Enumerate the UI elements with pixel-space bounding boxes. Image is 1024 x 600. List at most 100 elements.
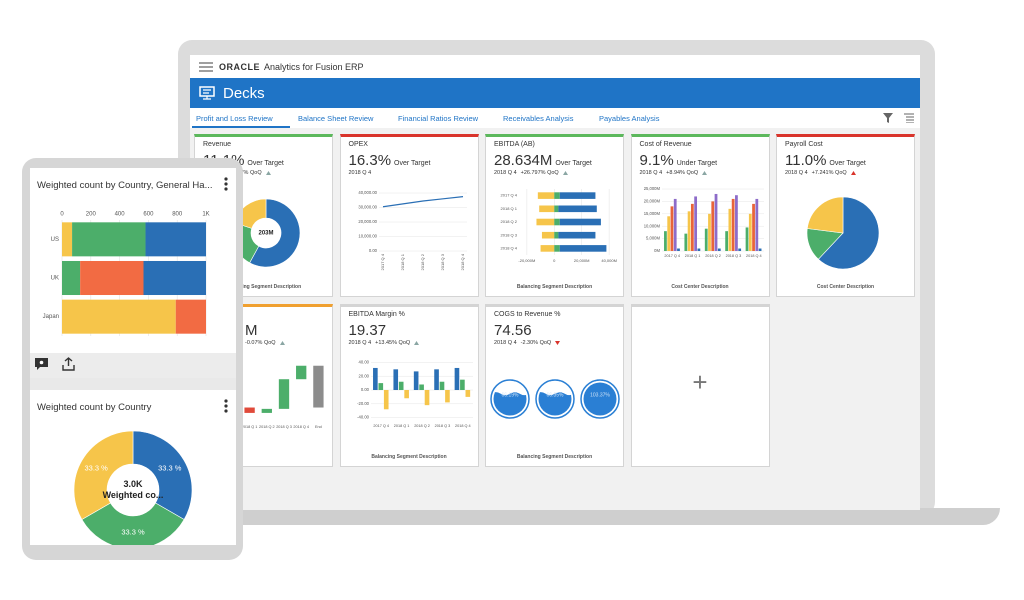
bar xyxy=(539,205,555,213)
period: 2018 Q 4 xyxy=(785,170,808,176)
bar xyxy=(731,198,735,251)
category-label: 2018 Q 2 xyxy=(501,219,518,224)
category-label: 2017 Q 4 xyxy=(501,193,518,198)
kpi-row: 11.0% Over Target xyxy=(785,152,866,169)
bar xyxy=(439,381,444,390)
x-tick-label: End xyxy=(315,425,322,429)
bar xyxy=(559,192,596,199)
arrow xyxy=(702,171,708,175)
mini-chart: 66.19% 66.35% 103.37% xyxy=(490,379,620,419)
card-title: Weighted count by Country xyxy=(37,402,152,413)
bar xyxy=(554,245,560,252)
tablet-card: Weighted count by Country 33.3 % 33.3 % 33… xyxy=(30,390,236,545)
bar xyxy=(728,208,731,251)
bar xyxy=(372,367,378,390)
x-tick-label: 2017 Q 4 xyxy=(380,253,385,270)
bar xyxy=(554,205,559,213)
card-title: Cost of Revenue xyxy=(639,141,692,148)
period: 2018 Q 4 xyxy=(494,340,517,346)
meta-row: 2018 Q 4 +7.241% QoQ xyxy=(785,170,856,176)
card-title: Weighted count by Country, General Ha... xyxy=(37,180,213,191)
kpi-row: M xyxy=(245,322,258,339)
category-label: Japan xyxy=(43,314,59,320)
bar xyxy=(392,369,398,390)
kpi-row: 74.56 xyxy=(494,322,532,339)
list-icon[interactable] xyxy=(904,113,914,123)
bar xyxy=(690,203,694,251)
trend-arrow xyxy=(279,341,285,345)
x-tick-label: 2017 Q 4 xyxy=(373,424,389,428)
kpi-value: 11.0% xyxy=(785,152,827,169)
add-card: + xyxy=(692,367,708,397)
center-label: 203M xyxy=(258,231,273,237)
y-tick-label: 25,000M xyxy=(643,186,660,191)
bar xyxy=(734,195,738,251)
bar xyxy=(465,390,470,397)
tab[interactable]: Receivables Analysis xyxy=(503,114,574,123)
category-label: US xyxy=(51,237,59,243)
comment-icon[interactable] xyxy=(35,358,48,371)
kpi-status: Under Target xyxy=(676,160,718,167)
tab[interactable]: Profit and Loss Review xyxy=(196,114,273,123)
tab[interactable]: Payables Analysis xyxy=(599,114,660,123)
bar xyxy=(418,384,424,390)
y-tick-label: -20.00 xyxy=(357,401,370,406)
card[interactable]: + xyxy=(630,304,770,467)
x-tick-label: 2018 Q 4 xyxy=(454,424,470,428)
bar xyxy=(72,222,146,257)
bar xyxy=(745,227,748,251)
slice xyxy=(817,196,880,270)
period: 2018 Q 4 xyxy=(494,170,517,176)
bar xyxy=(413,371,418,390)
trend-arrow xyxy=(562,171,568,175)
share-icon[interactable] xyxy=(62,357,75,371)
slice xyxy=(806,196,844,234)
data-label: 33.3 % xyxy=(121,527,145,536)
kpi-status: Over Target xyxy=(555,160,592,167)
kpi-status: Over Target xyxy=(394,160,431,167)
card-footer: Balancing Segment Description xyxy=(516,454,593,460)
menu-icon[interactable] xyxy=(199,61,213,72)
bar xyxy=(751,203,755,251)
x-tick-label: 20,000M xyxy=(574,258,590,263)
kpi-row: 9.1% Under Target xyxy=(640,152,718,169)
filter-icon[interactable] xyxy=(883,113,893,123)
tab-bar: Profit and Loss Review Balance Sheet Revi… xyxy=(190,108,920,128)
y-tick-label: 10,000M xyxy=(643,223,660,228)
bar xyxy=(383,390,389,410)
kpi-status: Over Target xyxy=(247,160,284,167)
top-bar: ORACLE Analytics for Fusion ERP xyxy=(190,55,920,78)
tablet-chart: 0 200 400 600 800 1K US UK Japan xyxy=(43,212,210,336)
x-tick-label: 600 xyxy=(143,212,154,218)
tab[interactable]: Financial Ratios Review xyxy=(398,114,479,123)
x-tick-label: 2018 Q 1 xyxy=(242,425,258,429)
card-title: Revenue xyxy=(203,141,232,148)
y-tick-label: 15,000M xyxy=(643,211,660,216)
category-label: UK xyxy=(51,276,59,282)
bar xyxy=(554,231,559,239)
bar xyxy=(683,233,687,251)
bar xyxy=(717,248,721,251)
tab[interactable]: Balance Sheet Review xyxy=(298,114,374,123)
kebab-menu[interactable] xyxy=(224,177,228,191)
data-label: 103.37% xyxy=(590,392,610,398)
gauge-fill xyxy=(493,392,527,416)
bar xyxy=(143,260,206,296)
x-tick-label: 2018 Q 2 xyxy=(705,254,721,258)
bar xyxy=(444,390,450,403)
card-title: Payroll Cost xyxy=(785,141,823,148)
bar xyxy=(724,231,728,251)
x-tick-label: 2018 Q 2 xyxy=(414,424,430,428)
card: OPEX 16.3% Over Target 2018 Q 4 0.00 10,000.0… xyxy=(339,134,479,297)
delta: -2.30% QoQ xyxy=(520,340,552,346)
kebab-menu[interactable] xyxy=(224,399,228,413)
total-bar xyxy=(313,365,324,408)
bar xyxy=(707,213,711,251)
bar xyxy=(459,379,465,390)
kpi-value: M xyxy=(245,322,258,339)
x-tick-label: 400 xyxy=(115,212,126,218)
bar xyxy=(687,211,690,251)
x-tick-label: 2017 Q 4 xyxy=(664,254,680,258)
x-tick-label: 2018 Q 1 xyxy=(393,424,409,428)
